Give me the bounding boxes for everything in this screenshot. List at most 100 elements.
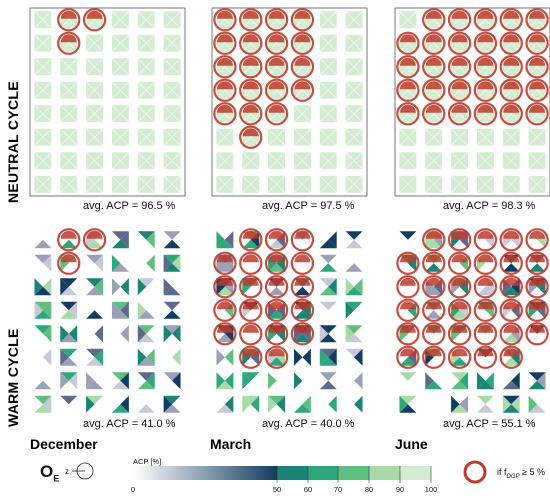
column-label-june: June [395,436,428,452]
panel-frame [29,7,186,197]
glare-marker [396,102,420,126]
acp-triangle [60,239,78,249]
acp-triangle [60,333,78,343]
glare-marker-fill [451,348,468,357]
acp-triangle [163,404,181,413]
glare-marker [447,251,472,275]
acp-triangle [111,380,129,390]
cell-diagonal [476,152,495,170]
acp-triangle [268,372,277,390]
acp-triangle [242,372,260,381]
glare-marker [396,31,420,55]
acp-triangle [60,372,69,390]
cell-diagonal [60,128,78,146]
cell-diagonal [34,152,52,170]
acp-triangle [60,286,78,296]
acp-triangle [137,325,147,343]
avg-acp-warm-march: avg. ACP = 40.0 % [262,418,355,430]
cell-diagonal [528,175,546,193]
glare-marker-fill [529,34,546,43]
acp-triangle [502,286,520,296]
orientation-marker: z [65,467,69,476]
glare-marker-fill [529,57,546,66]
acp-triangle [399,395,408,413]
acp-triangle [120,278,129,296]
acp-triangle [345,263,363,272]
glare-marker-fill [477,254,494,263]
glare-marker [239,275,263,299]
acp-triangle [146,254,155,272]
glare-marker-fill [425,254,442,263]
acp-triangle [293,310,311,319]
acp-triangle [242,372,251,390]
glare-marker-fill [451,301,468,310]
glare-marker [290,8,315,32]
cell-diagonal [345,34,363,52]
glare-marker [290,251,315,275]
acp-triangle [163,372,181,381]
acp-triangle [163,286,181,296]
cell-diagonal [60,175,78,193]
acp-triangle [146,231,155,249]
acp-triangle [216,231,225,249]
acp-triangle [137,325,155,334]
cell-diagonal [137,11,155,29]
glare-marker [473,8,498,32]
glare-marker [396,322,420,346]
acp-triangle [120,325,129,343]
colorbar-segment [308,466,338,480]
acp-triangle [86,239,104,249]
glare-marker-fill [477,81,494,90]
glare-marker-fill [425,324,442,333]
cell-diagonal [85,152,104,170]
acp-triangle [268,239,286,249]
acp-triangle [268,263,286,272]
cell-diagonal [267,152,286,170]
glare-marker [473,55,498,79]
acp-triangle [319,301,337,311]
acp-triangle [216,380,234,390]
glare-marker [213,8,237,32]
glare-marker-fill [477,57,494,66]
glare-marker-fill [268,301,285,310]
acp-triangle [34,301,43,319]
acp-triangle [42,348,52,366]
cell-diagonal [163,11,181,29]
cell-diagonal [137,128,155,146]
glare-marker [82,8,107,32]
glare-marker-fill [503,10,520,19]
acp-triangle [345,231,363,240]
panel-warm-june [396,228,549,413]
glare-marker [473,228,498,252]
acp-triangle [293,372,303,390]
glare-marker-fill [242,277,259,286]
acp-triangle [94,325,104,343]
glare-marker-fill [477,301,494,310]
glare-marker [239,298,263,322]
acp-triangle [86,372,95,390]
glare-marker-fill [451,277,468,286]
cell-diagonal [216,128,234,146]
glare-marker-fill [242,57,259,66]
acp-triangle [111,310,129,319]
glare-marker-fill [399,324,416,333]
acp-triangle [42,254,52,272]
glare-marker [396,251,420,275]
glare-marker-fill [451,324,468,333]
acp-triangle [111,278,121,296]
avg-acp-neutral-december: avg. ACP = 96.5 % [83,200,176,212]
cell-diagonal [163,105,181,123]
glare-marker-fill [451,81,468,90]
glare-marker [499,345,523,369]
cell-diagonal [399,152,417,170]
acp-triangle [60,301,78,311]
glare-marker [499,322,523,346]
acp-triangle [34,325,52,334]
acp-triangle [502,404,520,413]
acp-triangle [451,310,469,319]
glare-marker [422,251,446,275]
glare-marker-fill [451,104,468,113]
glare-marker-fill [399,57,416,66]
acp-triangle [111,301,121,319]
acp-triangle [60,357,78,366]
